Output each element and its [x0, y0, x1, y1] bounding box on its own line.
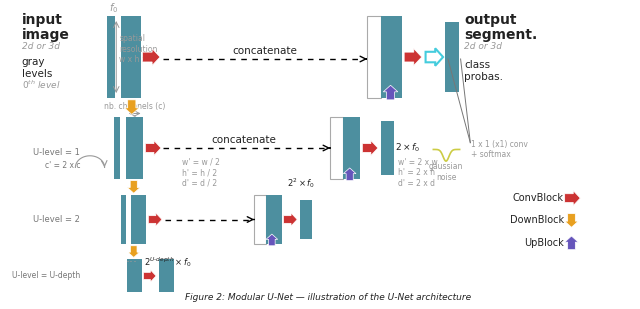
Bar — [343, 117, 360, 179]
Polygon shape — [125, 100, 139, 114]
Bar — [127, 259, 141, 292]
Text: gaussian
noise: gaussian noise — [429, 162, 463, 181]
Text: U-level = 2: U-level = 2 — [33, 215, 80, 224]
Text: $2\times f_0$: $2\times f_0$ — [396, 142, 421, 154]
Text: $0^{th}$ level: $0^{th}$ level — [22, 78, 61, 91]
Polygon shape — [344, 168, 356, 180]
Polygon shape — [426, 48, 443, 66]
Polygon shape — [143, 49, 160, 66]
Text: $2^2\times f_0$: $2^2\times f_0$ — [287, 176, 316, 190]
Polygon shape — [266, 234, 278, 246]
Text: 1 x 1 (x1) conv
+ softmax: 1 x 1 (x1) conv + softmax — [471, 140, 528, 159]
Bar — [121, 16, 141, 98]
Text: w' = 2 x w
h' = 2 x h
d' = 2 x d: w' = 2 x w h' = 2 x h d' = 2 x d — [398, 158, 438, 188]
Text: input
image: input image — [22, 13, 70, 42]
Text: class
probas.: class probas. — [465, 60, 504, 82]
Bar — [367, 16, 381, 98]
Text: DownBlock: DownBlock — [509, 215, 564, 226]
Text: U-level = U-depth: U-level = U-depth — [12, 271, 80, 281]
Bar — [266, 195, 282, 244]
Polygon shape — [284, 213, 297, 226]
Bar — [330, 117, 343, 179]
Text: 2d or 3d: 2d or 3d — [465, 42, 502, 52]
Text: Figure 2: Modular U-Net — illustration of the U-Net architecture: Figure 2: Modular U-Net — illustration o… — [185, 293, 472, 302]
Text: $2^{U\text{-}depth}\times f_0$: $2^{U\text{-}depth}\times f_0$ — [144, 256, 191, 269]
Text: gray
levels: gray levels — [22, 57, 52, 79]
Polygon shape — [404, 49, 422, 66]
Text: 2d or 3d: 2d or 3d — [22, 42, 60, 52]
Bar — [108, 16, 115, 98]
Polygon shape — [564, 191, 580, 205]
Bar — [381, 121, 394, 175]
Polygon shape — [128, 246, 140, 257]
Text: concatenate: concatenate — [211, 135, 276, 145]
Bar — [126, 117, 143, 179]
Text: nb. channels (c): nb. channels (c) — [104, 102, 165, 111]
Bar — [254, 195, 266, 244]
Polygon shape — [145, 141, 161, 155]
Bar — [300, 200, 312, 239]
Text: ConvBlock: ConvBlock — [513, 193, 564, 203]
Bar — [445, 22, 459, 92]
Polygon shape — [127, 180, 140, 193]
Polygon shape — [564, 236, 579, 250]
Text: c' = 2 x c: c' = 2 x c — [45, 161, 80, 170]
Polygon shape — [362, 141, 378, 155]
Polygon shape — [564, 214, 579, 227]
Bar — [381, 16, 402, 98]
Bar — [121, 195, 126, 244]
Text: w' = w / 2
h' = h / 2
d' = d / 2: w' = w / 2 h' = h / 2 d' = d / 2 — [182, 158, 220, 188]
Polygon shape — [143, 270, 156, 282]
Text: ...: ... — [126, 252, 138, 265]
Text: UpBlock: UpBlock — [524, 238, 564, 248]
Bar — [131, 195, 147, 244]
Bar — [115, 117, 120, 179]
Text: concatenate: concatenate — [232, 46, 298, 56]
Text: U-level = 1: U-level = 1 — [33, 148, 80, 157]
Text: $f_0$: $f_0$ — [109, 2, 118, 15]
Polygon shape — [383, 85, 398, 100]
Text: output
segment.: output segment. — [465, 13, 538, 42]
Bar — [159, 259, 173, 292]
Text: spatial
resolution
w x h x d: spatial resolution w x h x d — [119, 34, 157, 64]
Polygon shape — [148, 213, 162, 226]
